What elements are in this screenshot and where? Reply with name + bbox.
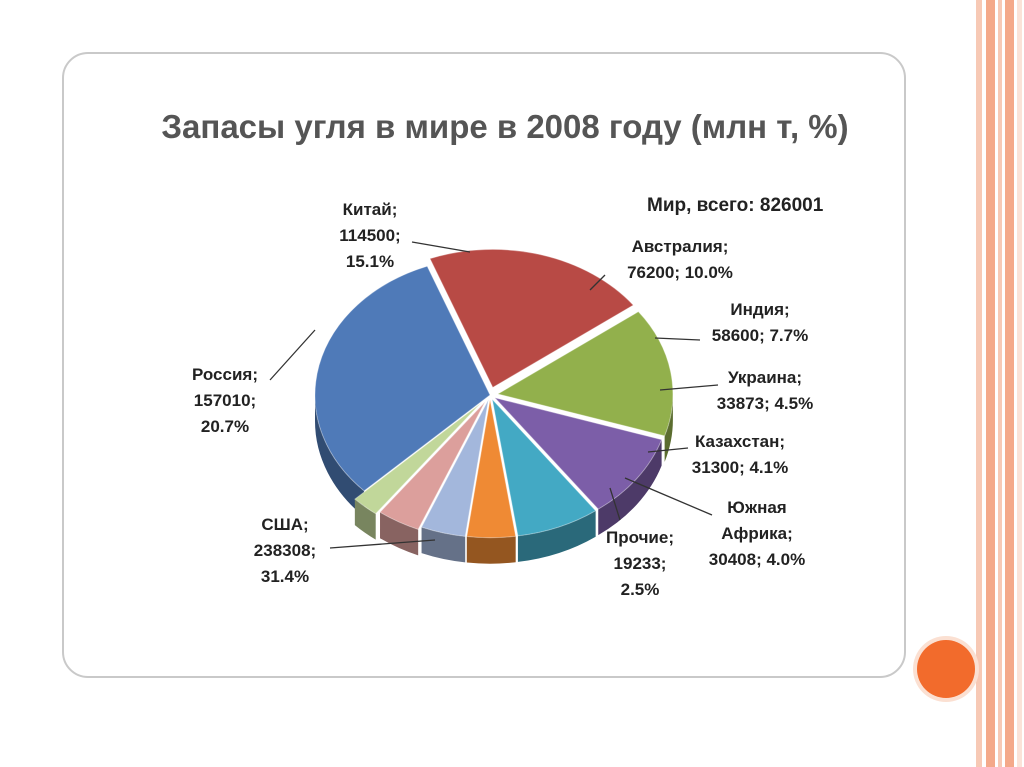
leader-line-0 (329, 539, 436, 549)
leader-line-1 (269, 329, 316, 381)
pie-slice-side-6 (421, 527, 466, 563)
leader-line-7 (624, 477, 713, 516)
slice-label-0: США; 238308; 31.4% (254, 515, 316, 586)
slice-label-7: Южная Африка; 30408; 4.0% (709, 498, 805, 569)
decorative-stripes (976, 0, 1022, 767)
pie-slice-side-7 (380, 512, 419, 556)
leader-line-5 (659, 384, 719, 391)
pie-slice-6 (420, 399, 489, 537)
pie-slice-1 (429, 248, 635, 389)
chart-title: Запасы угля в мире в 2008 году (млн т, %… (161, 108, 849, 145)
slice-label-2: Китай; 114500; 15.1% (339, 200, 400, 271)
orange-circle-button[interactable] (917, 640, 975, 698)
slice-label-6: Казахстан; 31300; 4.1% (692, 432, 788, 477)
pie-slice-side-4 (517, 510, 596, 562)
pie-slice-side-0 (315, 395, 365, 517)
pie-slice-2 (496, 311, 674, 437)
pie-slice-8 (354, 402, 482, 515)
pie-slice-side-3 (598, 439, 662, 536)
leader-line-3 (589, 274, 606, 291)
pie-slice-0 (314, 265, 491, 492)
pie-slice-4 (491, 397, 597, 537)
leader-line-8 (609, 487, 621, 521)
slice-label-4: Индия; 58600; 7.7% (712, 300, 808, 345)
slice-label-3: Австралия; 76200; 10.0% (627, 237, 733, 282)
pie-slice-side-5 (466, 536, 516, 564)
pie-slice-7 (379, 401, 486, 530)
leader-line-6 (647, 447, 689, 453)
slice-label-5: Украина; 33873; 4.5% (717, 368, 813, 413)
pie-slice-side-8 (354, 499, 376, 540)
slice-label-8: Прочие; 19233; 2.5% (606, 528, 674, 599)
leader-line-2 (411, 241, 471, 253)
pie-slice-3 (493, 396, 663, 510)
pie-slice-side-2 (664, 393, 673, 462)
leader-line-4 (654, 337, 701, 341)
world-total-label: Мир, всего: 826001 (647, 195, 824, 216)
slice-label-1: Россия; 157010; 20.7% (192, 365, 258, 436)
pie-slice-5 (466, 399, 517, 539)
